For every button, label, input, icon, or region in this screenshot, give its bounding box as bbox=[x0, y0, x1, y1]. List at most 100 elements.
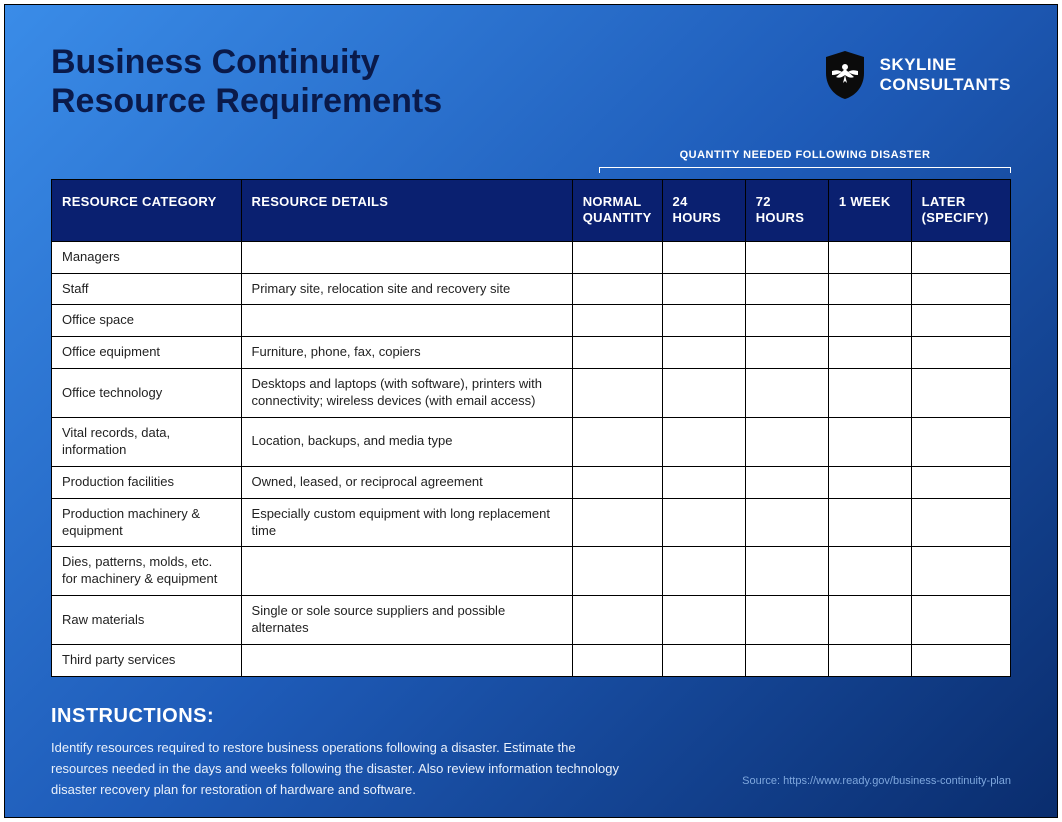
cell-category: Dies, patterns, molds, etc. for machiner… bbox=[52, 547, 242, 596]
table-row: Office space bbox=[52, 305, 1011, 337]
cell-quantity[interactable] bbox=[911, 498, 1010, 547]
resource-table: RESOURCE CATEGORY RESOURCE DETAILS NORMA… bbox=[51, 179, 1011, 677]
cell-quantity[interactable] bbox=[745, 466, 828, 498]
cell-quantity[interactable] bbox=[662, 466, 745, 498]
cell-quantity[interactable] bbox=[828, 273, 911, 305]
cell-quantity[interactable] bbox=[662, 369, 745, 418]
instructions-heading: INSTRUCTIONS: bbox=[51, 705, 1011, 728]
col-header-1week: 1 WEEK bbox=[828, 180, 911, 242]
cell-quantity[interactable] bbox=[662, 645, 745, 677]
cell-category: Managers bbox=[52, 241, 242, 273]
cell-quantity[interactable] bbox=[828, 305, 911, 337]
cell-quantity[interactable] bbox=[572, 337, 662, 369]
col-header-category: RESOURCE CATEGORY bbox=[52, 180, 242, 242]
cell-details: Single or sole source suppliers and poss… bbox=[241, 596, 572, 645]
cell-category: Office space bbox=[52, 305, 242, 337]
cell-quantity[interactable] bbox=[662, 305, 745, 337]
title-line-1: Business Continuity bbox=[51, 43, 380, 81]
cell-quantity[interactable] bbox=[745, 596, 828, 645]
cell-quantity[interactable] bbox=[572, 273, 662, 305]
cell-quantity[interactable] bbox=[745, 547, 828, 596]
cell-quantity[interactable] bbox=[745, 241, 828, 273]
cell-quantity[interactable] bbox=[662, 547, 745, 596]
cell-quantity[interactable] bbox=[662, 241, 745, 273]
cell-quantity[interactable] bbox=[911, 596, 1010, 645]
cell-quantity[interactable] bbox=[911, 337, 1010, 369]
cell-quantity[interactable] bbox=[572, 547, 662, 596]
table-row: Production machinery & equipmentEspecial… bbox=[52, 498, 1011, 547]
cell-quantity[interactable] bbox=[745, 498, 828, 547]
cell-quantity[interactable] bbox=[572, 645, 662, 677]
brand: SKYLINE CONSULTANTS bbox=[822, 49, 1011, 101]
col-header-later: LATER (SPECIFY) bbox=[911, 180, 1010, 242]
cell-quantity[interactable] bbox=[911, 273, 1010, 305]
cell-quantity[interactable] bbox=[911, 305, 1010, 337]
cell-quantity[interactable] bbox=[911, 369, 1010, 418]
cell-quantity[interactable] bbox=[828, 645, 911, 677]
brand-name: SKYLINE CONSULTANTS bbox=[880, 55, 1011, 94]
cell-category: Third party services bbox=[52, 645, 242, 677]
cell-quantity[interactable] bbox=[572, 418, 662, 467]
table-row: Production facilitiesOwned, leased, or r… bbox=[52, 466, 1011, 498]
cell-quantity[interactable] bbox=[572, 241, 662, 273]
col-header-details: RESOURCE DETAILS bbox=[241, 180, 572, 242]
cell-quantity[interactable] bbox=[828, 337, 911, 369]
header: Business Continuity Resource Requirement… bbox=[51, 43, 1011, 121]
cell-quantity[interactable] bbox=[745, 273, 828, 305]
cell-quantity[interactable] bbox=[745, 337, 828, 369]
cell-quantity[interactable] bbox=[911, 645, 1010, 677]
cell-quantity[interactable] bbox=[828, 241, 911, 273]
table-row: Office equipmentFurniture, phone, fax, c… bbox=[52, 337, 1011, 369]
page-title: Business Continuity Resource Requirement… bbox=[51, 43, 442, 121]
cell-quantity[interactable] bbox=[572, 596, 662, 645]
cell-details: Desktops and laptops (with software), pr… bbox=[241, 369, 572, 418]
cell-quantity[interactable] bbox=[745, 305, 828, 337]
cell-quantity[interactable] bbox=[828, 596, 911, 645]
col-header-72h: 72 HOURS bbox=[745, 180, 828, 242]
col-header-normal: NORMAL QUANTITY bbox=[572, 180, 662, 242]
quantity-banner-label: QUANTITY NEEDED FOLLOWING DISASTER bbox=[599, 149, 1011, 161]
instructions-body: Identify resources required to restore b… bbox=[51, 738, 631, 800]
cell-category: Vital records, data, information bbox=[52, 418, 242, 467]
cell-quantity[interactable] bbox=[572, 369, 662, 418]
cell-quantity[interactable] bbox=[662, 337, 745, 369]
cell-details bbox=[241, 547, 572, 596]
cell-quantity[interactable] bbox=[911, 241, 1010, 273]
cell-quantity[interactable] bbox=[662, 273, 745, 305]
table-row: Third party services bbox=[52, 645, 1011, 677]
cell-quantity[interactable] bbox=[911, 418, 1010, 467]
cell-quantity[interactable] bbox=[911, 466, 1010, 498]
cell-quantity[interactable] bbox=[911, 547, 1010, 596]
cell-quantity[interactable] bbox=[662, 498, 745, 547]
cell-quantity[interactable] bbox=[745, 418, 828, 467]
cell-category: Office technology bbox=[52, 369, 242, 418]
cell-quantity[interactable] bbox=[572, 498, 662, 547]
brand-line-1: SKYLINE bbox=[880, 55, 957, 74]
cell-quantity[interactable] bbox=[662, 418, 745, 467]
title-line-2: Resource Requirements bbox=[51, 82, 442, 120]
cell-details: Especially custom equipment with long re… bbox=[241, 498, 572, 547]
cell-quantity[interactable] bbox=[572, 305, 662, 337]
table-row: Managers bbox=[52, 241, 1011, 273]
cell-quantity[interactable] bbox=[828, 466, 911, 498]
cell-category: Production facilities bbox=[52, 466, 242, 498]
cell-details: Location, backups, and media type bbox=[241, 418, 572, 467]
cell-category: Staff bbox=[52, 273, 242, 305]
cell-quantity[interactable] bbox=[828, 547, 911, 596]
quantity-banner: QUANTITY NEEDED FOLLOWING DISASTER bbox=[51, 149, 1011, 175]
cell-quantity[interactable] bbox=[828, 418, 911, 467]
cell-category: Production machinery & equipment bbox=[52, 498, 242, 547]
cell-category: Office equipment bbox=[52, 337, 242, 369]
cell-details bbox=[241, 305, 572, 337]
cell-category: Raw materials bbox=[52, 596, 242, 645]
table-row: Dies, patterns, molds, etc. for machiner… bbox=[52, 547, 1011, 596]
source-citation: Source: https://www.ready.gov/business-c… bbox=[742, 775, 1011, 787]
cell-quantity[interactable] bbox=[828, 369, 911, 418]
cell-quantity[interactable] bbox=[745, 645, 828, 677]
cell-quantity[interactable] bbox=[745, 369, 828, 418]
cell-quantity[interactable] bbox=[828, 498, 911, 547]
cell-details bbox=[241, 645, 572, 677]
brand-line-2: CONSULTANTS bbox=[880, 75, 1011, 94]
cell-quantity[interactable] bbox=[572, 466, 662, 498]
cell-quantity[interactable] bbox=[662, 596, 745, 645]
